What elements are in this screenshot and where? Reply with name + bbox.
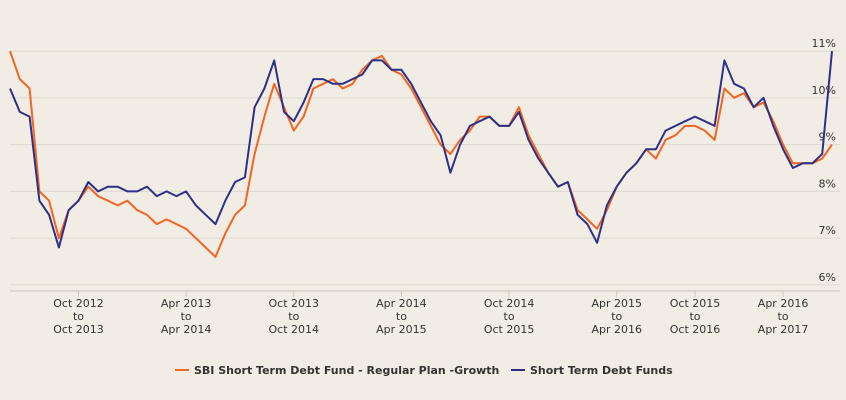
x-tick-label: Oct 2015 to Oct 2016: [670, 297, 721, 336]
x-tick-label: Apr 2013 to Apr 2014: [161, 297, 212, 336]
x-tick-label: Oct 2012 to Oct 2013: [53, 297, 104, 336]
series-line: [9, 51, 833, 249]
y-tick-label: 11%: [812, 37, 836, 50]
legend-label: SBI Short Term Debt Fund - Regular Plan …: [194, 364, 499, 377]
y-tick-label: 6%: [819, 271, 836, 284]
y-tick-label: 7%: [819, 224, 836, 237]
y-tick-label: 8%: [819, 177, 836, 190]
y-tick-label: 9%: [819, 131, 836, 144]
x-tick-label: Apr 2015 to Apr 2016: [591, 297, 642, 336]
legend-label: Short Term Debt Funds: [530, 364, 673, 377]
series-line: [9, 50, 833, 258]
x-tick-label: Oct 2014 to Oct 2015: [484, 297, 535, 336]
x-tick-label: Apr 2016 to Apr 2017: [758, 297, 809, 336]
x-tick-label: Apr 2014 to Apr 2015: [376, 297, 427, 336]
x-tick-label: Oct 2013 to Oct 2014: [269, 297, 320, 336]
y-tick-label: 10%: [812, 84, 836, 97]
